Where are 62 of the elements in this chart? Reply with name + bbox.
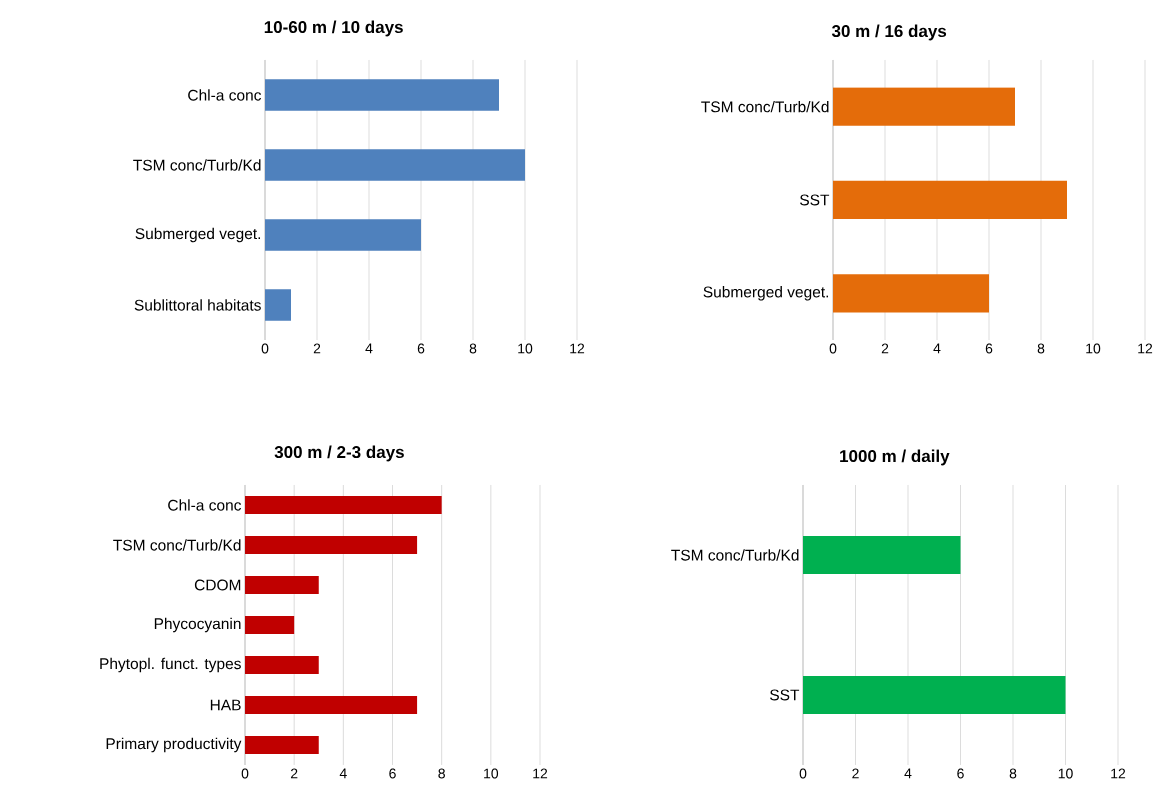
y-tick-label: Phycocyanin bbox=[154, 617, 241, 633]
chart-title: 10-60 m / 10 days bbox=[264, 20, 403, 37]
bar bbox=[245, 735, 319, 754]
x-tick-label: 10 bbox=[484, 768, 499, 779]
x-tick-label: 12 bbox=[533, 768, 548, 779]
bar bbox=[245, 655, 319, 674]
bar bbox=[265, 289, 291, 321]
x-tick-label: 8 bbox=[1037, 343, 1045, 354]
bar bbox=[245, 535, 418, 554]
chart-title: 30 m / 16 days bbox=[831, 24, 947, 41]
x-tick-label: 0 bbox=[799, 768, 807, 779]
bar bbox=[245, 695, 418, 714]
chart-title: 1000 m / daily bbox=[840, 449, 950, 466]
y-tick-label: CDOM bbox=[194, 579, 241, 591]
x-tick-label: 8 bbox=[469, 343, 477, 354]
y-tick-label: Submerged veget. bbox=[135, 227, 261, 243]
x-tick-label: 8 bbox=[1009, 768, 1017, 779]
bar bbox=[833, 180, 1067, 220]
y-tick-label: TSM conc/Turb/Kd bbox=[701, 100, 829, 113]
x-tick-label: 4 bbox=[365, 343, 373, 354]
bar bbox=[833, 274, 989, 313]
x-tick-label: 4 bbox=[904, 768, 912, 779]
y-tick-label: Chl-a conc bbox=[188, 89, 262, 101]
y-tick-label: Chl-a conc bbox=[168, 499, 242, 511]
bar bbox=[265, 79, 500, 111]
x-tick-label: 12 bbox=[1138, 343, 1153, 354]
x-tick-label: 10 bbox=[1058, 768, 1073, 779]
x-tick-label: 2 bbox=[881, 343, 889, 354]
bar bbox=[245, 575, 319, 594]
bar bbox=[833, 87, 1015, 126]
x-tick-label: 6 bbox=[417, 343, 425, 354]
y-tick-label: SST bbox=[800, 194, 830, 206]
x-tick-label: 2 bbox=[852, 768, 859, 779]
y-tick-label: TSM conc/Turb/Kd bbox=[671, 549, 799, 561]
bar bbox=[245, 495, 442, 514]
y-tick-label: Submerged veget. bbox=[703, 286, 829, 301]
x-tick-label: 2 bbox=[313, 343, 321, 354]
x-tick-label: 0 bbox=[241, 768, 249, 779]
x-tick-label: 8 bbox=[438, 768, 445, 779]
x-tick-label: 10 bbox=[1086, 343, 1101, 354]
y-tick-label: Sublittoral habitats bbox=[134, 299, 261, 311]
x-tick-label: 12 bbox=[1111, 768, 1126, 779]
y-tick-label: TSM conc/Turb/Kd bbox=[133, 159, 261, 171]
y-tick-label: Primary productivity bbox=[106, 737, 242, 753]
bar bbox=[265, 219, 421, 251]
y-tick-label: HAB bbox=[210, 699, 241, 711]
chart-title: 300 m / 2-3 days bbox=[274, 445, 404, 462]
x-tick-label: 0 bbox=[829, 343, 837, 354]
x-tick-label: 12 bbox=[570, 343, 585, 354]
y-tick-label: Phytopl. funct. types bbox=[100, 657, 241, 673]
x-tick-label: 4 bbox=[933, 343, 941, 354]
y-tick-label: SST bbox=[770, 689, 800, 701]
x-tick-label: 6 bbox=[957, 768, 964, 779]
y-tick-label: TSM conc/Turb/Kd bbox=[113, 539, 241, 551]
x-tick-label: 0 bbox=[261, 343, 269, 354]
bar bbox=[245, 615, 295, 634]
x-tick-label: 6 bbox=[985, 343, 993, 354]
x-tick-label: 6 bbox=[389, 768, 396, 779]
x-tick-label: 4 bbox=[339, 768, 347, 779]
x-tick-label: 2 bbox=[290, 768, 298, 779]
x-tick-label: 10 bbox=[518, 343, 533, 354]
bar bbox=[265, 149, 525, 181]
